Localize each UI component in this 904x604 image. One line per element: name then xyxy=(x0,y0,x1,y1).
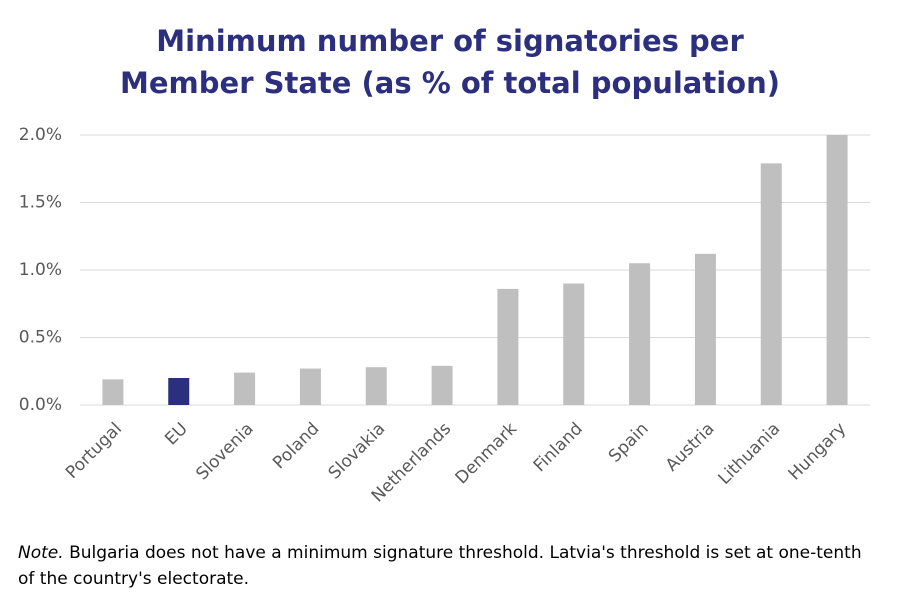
chart: 0.0% 0.5% 1.0% 1.5% 2.0% Portugal EU Slovenia Po… xyxy=(19,125,870,506)
note-text: Bulgaria does not have a minimum signatu… xyxy=(18,543,862,589)
y-tick-label: 1.5% xyxy=(19,193,62,213)
bar xyxy=(826,135,848,405)
y-tick-label: 0.0% xyxy=(19,395,62,415)
x-tick-label: EU xyxy=(161,419,192,450)
y-tick-label: 0.5% xyxy=(19,328,62,348)
x-tick-label: Spain xyxy=(605,419,653,467)
x-tick-label: Slovakia xyxy=(325,419,390,484)
bar xyxy=(365,367,387,405)
bar xyxy=(168,378,190,405)
bar xyxy=(694,253,716,405)
bar xyxy=(234,372,256,405)
y-tick-label: 2.0% xyxy=(19,125,62,145)
x-tick-label: Denmark xyxy=(452,419,522,489)
bar xyxy=(431,365,453,405)
bar xyxy=(497,288,519,405)
x-tick-label: Finland xyxy=(530,419,587,476)
bar xyxy=(563,283,585,405)
bar xyxy=(102,379,124,405)
bar xyxy=(760,163,782,405)
bar xyxy=(299,368,321,405)
bar xyxy=(629,263,651,405)
x-tick-label: Austria xyxy=(662,419,719,476)
note-label: Note. xyxy=(18,543,64,563)
note: Note. Bulgaria does not have a minimum s… xyxy=(18,540,878,592)
y-tick-label: 1.0% xyxy=(19,260,62,280)
x-tick-label: Lithuania xyxy=(714,419,784,489)
x-tick-label: Portugal xyxy=(62,419,126,483)
chart-title: Minimum number of signatories per Member… xyxy=(120,24,780,100)
x-tick-label: Slovenia xyxy=(192,419,257,484)
x-tick-label: Hungary xyxy=(785,419,850,484)
x-tick-label: Poland xyxy=(269,419,323,473)
